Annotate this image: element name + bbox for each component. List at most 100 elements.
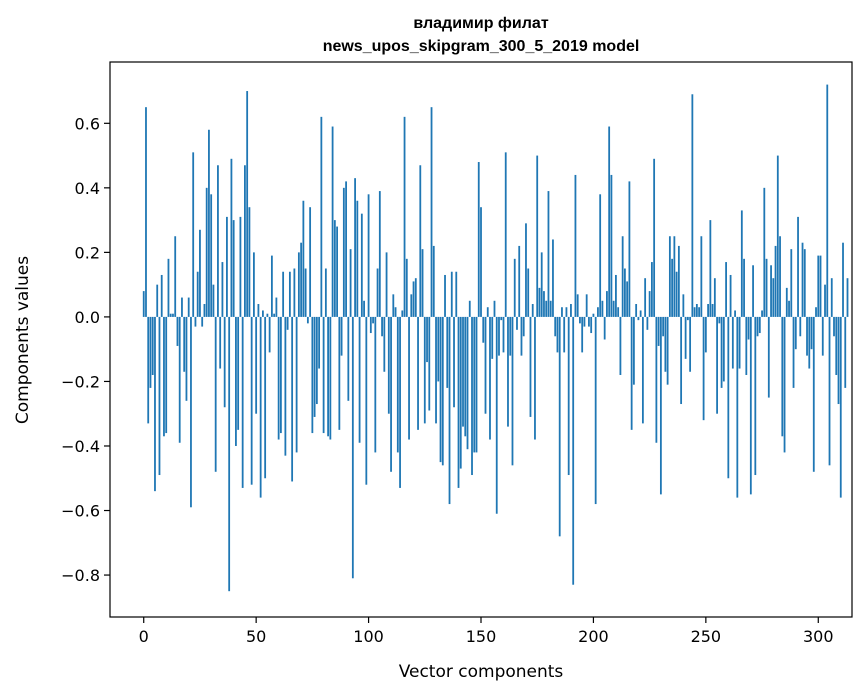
bar-56 — [268, 316, 271, 353]
bar-175 — [536, 155, 539, 317]
bar-164 — [511, 316, 514, 466]
bar-106 — [381, 316, 383, 337]
bar-243 — [689, 316, 692, 372]
bar-308 — [835, 316, 838, 375]
bar-257 — [720, 316, 723, 388]
bar-300 — [817, 255, 820, 317]
bar-158 — [498, 316, 500, 356]
bar-94 — [354, 178, 356, 317]
x-tick-label: 100 — [353, 627, 384, 646]
bar-70 — [300, 242, 303, 317]
bar-89 — [342, 187, 345, 317]
bar-22 — [192, 152, 195, 317]
bar-288 — [790, 249, 793, 317]
bar-141 — [459, 316, 462, 469]
bar-206 — [606, 291, 608, 317]
bar-121 — [414, 278, 417, 317]
bar-270 — [749, 316, 752, 495]
bar-269 — [747, 316, 750, 340]
bar-28 — [205, 187, 208, 317]
bar-125 — [423, 316, 426, 424]
bar-114 — [399, 316, 401, 488]
bar-9 — [163, 316, 165, 437]
bar-30 — [210, 194, 213, 317]
bar-86 — [336, 226, 338, 317]
bar-100 — [367, 194, 370, 317]
bar-198 — [588, 316, 590, 327]
bar-293 — [801, 242, 804, 317]
bar-201 — [594, 316, 597, 505]
bar-27 — [203, 304, 206, 317]
bar-83 — [329, 316, 332, 440]
bar-234 — [668, 236, 671, 317]
bar-226 — [650, 262, 653, 317]
bar-163 — [509, 316, 512, 356]
bar-183 — [554, 316, 557, 337]
bar-178 — [543, 291, 545, 317]
bar-273 — [756, 316, 759, 337]
bar-214 — [624, 268, 626, 317]
bar-47 — [248, 207, 251, 317]
bar-249 — [702, 316, 705, 421]
x-axis-ticks: 0 50 100 150 200 250 300 — [139, 617, 834, 646]
bar-29 — [208, 129, 210, 317]
bar-287 — [788, 300, 790, 317]
bar-75 — [311, 316, 314, 434]
bar-182 — [552, 239, 554, 317]
bar-283 — [779, 236, 781, 317]
bar-199 — [590, 316, 593, 334]
bar-213 — [621, 236, 624, 317]
bar-8 — [160, 274, 163, 317]
chart-title: владимир филат — [413, 15, 548, 32]
bar-177 — [540, 252, 543, 317]
bar-275 — [761, 310, 763, 317]
bar-155 — [491, 316, 494, 359]
bar-107 — [383, 316, 386, 372]
bar-5 — [154, 316, 156, 492]
bar-237 — [675, 271, 678, 317]
bar-258 — [722, 316, 725, 382]
bar-0 — [142, 291, 145, 317]
bar-144 — [466, 316, 469, 450]
bar-80 — [322, 316, 325, 434]
bar-276 — [763, 187, 766, 317]
bar-60 — [277, 316, 280, 440]
bar-189 — [567, 316, 570, 476]
bar-266 — [740, 210, 743, 317]
bar-268 — [745, 316, 748, 375]
bar-169 — [522, 316, 525, 337]
bar-61 — [279, 316, 282, 434]
bar-211 — [617, 307, 620, 317]
bar-72 — [304, 268, 307, 317]
bar-41 — [235, 316, 237, 446]
bar-104 — [376, 268, 379, 317]
x-tick-label: 150 — [466, 627, 497, 646]
bar-233 — [666, 316, 669, 385]
y-tick-label: 0.6 — [75, 114, 100, 133]
bar-97 — [360, 213, 363, 317]
bar-52 — [259, 316, 262, 498]
bar-310 — [839, 316, 842, 498]
bar-37 — [226, 216, 228, 317]
x-tick-label: 200 — [578, 627, 609, 646]
y-axis-ticks: −0.8 −0.6 −0.4 −0.2 0.0 0.2 0.4 0.6 — [61, 114, 110, 585]
bar-173 — [531, 304, 534, 317]
bar-297 — [810, 316, 813, 350]
bar-190 — [570, 304, 572, 317]
bar-53 — [262, 310, 264, 317]
bar-244 — [691, 94, 694, 317]
bar-14 — [174, 236, 177, 317]
bar-311 — [842, 242, 844, 317]
bar-90 — [345, 181, 347, 317]
bar-185 — [558, 316, 561, 537]
y-tick-label: 0.4 — [75, 179, 100, 198]
bar-122 — [417, 316, 419, 430]
bar-43 — [239, 216, 242, 317]
bar-231 — [662, 316, 665, 337]
bar-34 — [219, 316, 222, 369]
bar-188 — [565, 307, 568, 317]
bar-296 — [808, 316, 811, 369]
bar-309 — [837, 316, 840, 405]
bar-71 — [302, 200, 305, 317]
